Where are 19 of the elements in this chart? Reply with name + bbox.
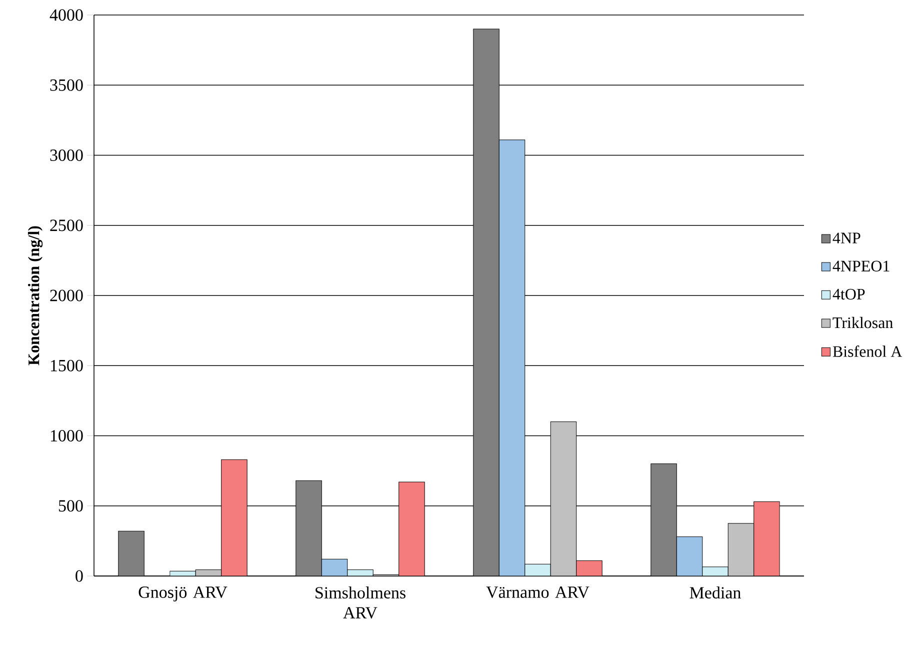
y-tick-label: 3500 <box>50 79 83 91</box>
y-tick-label: 1000 <box>50 430 83 442</box>
legend-label: 4NP <box>832 232 860 244</box>
y-tick-label: 1500 <box>50 360 83 372</box>
legend-label: 4NPEO1 <box>832 260 890 272</box>
legend-label: 4tOP <box>832 288 865 300</box>
legend-label: Triklosan <box>832 316 893 328</box>
y-tick-label: 500 <box>58 500 83 512</box>
y-tick-label: 0 <box>76 570 83 582</box>
y-tick-label: 2000 <box>50 290 83 302</box>
x-tick-label: Gnosjö ARV <box>138 586 228 602</box>
y-axis-title: Koncentration (ng/l) <box>28 226 43 366</box>
y-tick-label: 2500 <box>50 220 83 232</box>
x-tick-label: Värnamo ARV <box>486 586 590 598</box>
y-tick-label: 4000 <box>50 9 83 21</box>
x-tick-label: Simsholmens ARV <box>316 586 406 619</box>
legend-label: Bisfenol A <box>832 346 902 357</box>
y-tick-label: 3000 <box>50 150 83 161</box>
x-tick-label: Median <box>690 586 741 598</box>
